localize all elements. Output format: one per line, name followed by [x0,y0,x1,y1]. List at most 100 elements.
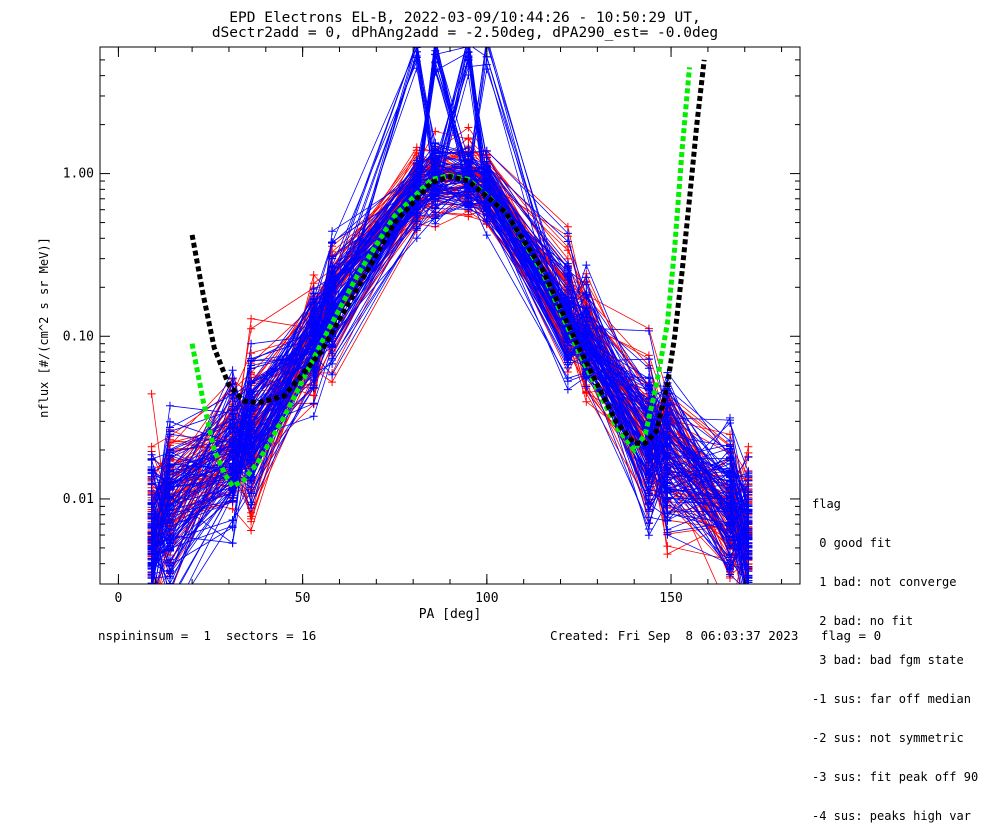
blue-trace [151,51,749,526]
data-point [482,231,491,240]
data-point [148,594,156,602]
data-point [247,377,256,386]
x-tick-label: 50 [295,591,311,606]
data-point [464,165,473,174]
blue-trace [151,47,741,584]
data-point [166,500,174,509]
data-point [563,377,572,386]
data-point [247,339,256,348]
data-point [744,594,752,602]
data-point [309,321,318,330]
y-tick-label: 0.10 [63,329,94,344]
data-point [563,353,572,362]
data-point [166,589,174,597]
data-point [644,447,653,456]
data-point [166,401,174,410]
data-point [582,330,591,339]
data-point [166,589,174,597]
data-point [744,606,752,614]
data-point [563,222,572,231]
blue-trace [151,47,749,521]
data-point [744,590,752,598]
chart-title: EPD Electrons EL-B, 2022-03-09/10:44:26 … [229,10,701,26]
data-point [166,417,174,426]
data-point [563,271,572,280]
data-point [582,373,591,381]
data-point [412,202,421,211]
data-point [726,553,734,562]
data-point [228,493,237,502]
red-trace [151,178,749,584]
data-point [166,518,174,527]
data-point [744,533,753,542]
data-point [744,599,752,607]
data-point [563,385,572,394]
data-point [228,419,237,428]
data-point [228,462,237,471]
legend-item: 2 bad: no fit [812,614,914,628]
data-point [744,593,752,601]
data-point [726,536,734,545]
data-point [228,436,237,445]
data-point [148,584,156,592]
data-point [726,442,734,451]
data-point [644,499,653,508]
blue-trace [151,47,749,525]
data-point [412,222,421,231]
data-point [663,550,672,559]
red-trace [151,145,749,569]
y-tick-label: 0.01 [63,492,94,507]
legend-item: 1 bad: not converge [812,575,957,589]
data-point [166,448,174,457]
data-point [148,595,156,603]
legend-item: -1 sus: far off median [812,692,971,706]
data-point [412,64,421,73]
data-point [166,617,174,625]
data-point [147,389,156,398]
data-point [228,366,237,375]
x-tick-label: 150 [659,591,682,606]
data-point [663,493,672,502]
data-point [148,610,156,618]
fit-layer [189,59,707,490]
data-point [663,430,672,439]
data-point [744,516,753,525]
data-point [747,583,749,584]
legend-item: 0 good fit [812,536,892,550]
data-point [663,448,672,457]
x-axis-label: PA [deg] [419,607,482,622]
data-point [166,562,174,571]
data-point [328,273,337,282]
y-tick-label: 1.00 [63,167,94,182]
data-point [328,378,337,387]
data-point [726,494,734,503]
data-point [328,342,337,351]
data-point [147,500,156,509]
data-point [744,615,752,623]
data-point [148,594,156,602]
data-point [412,148,421,157]
data-point [328,263,337,272]
data-point [434,47,436,51]
data-point [744,614,752,622]
blue-trace [151,56,749,541]
data-point [663,416,672,424]
legend-item: -2 sus: not symmetric [812,731,964,745]
data-point [582,290,591,298]
data-point [247,455,256,464]
footer-right: Created: Fri Sep 8 06:03:37 2023 flag = … [550,628,882,643]
data-point [328,282,337,291]
data-point [147,549,156,558]
blue-trace [151,185,749,547]
data-point [247,324,256,333]
data-point [147,521,156,530]
data-point [726,413,734,422]
data-point [228,402,237,411]
data-point [744,588,752,596]
data-point [328,227,337,236]
data-point [309,335,318,344]
data-layer [147,47,753,625]
data-point [726,519,734,528]
data-point [328,359,337,368]
data-point [412,47,421,56]
